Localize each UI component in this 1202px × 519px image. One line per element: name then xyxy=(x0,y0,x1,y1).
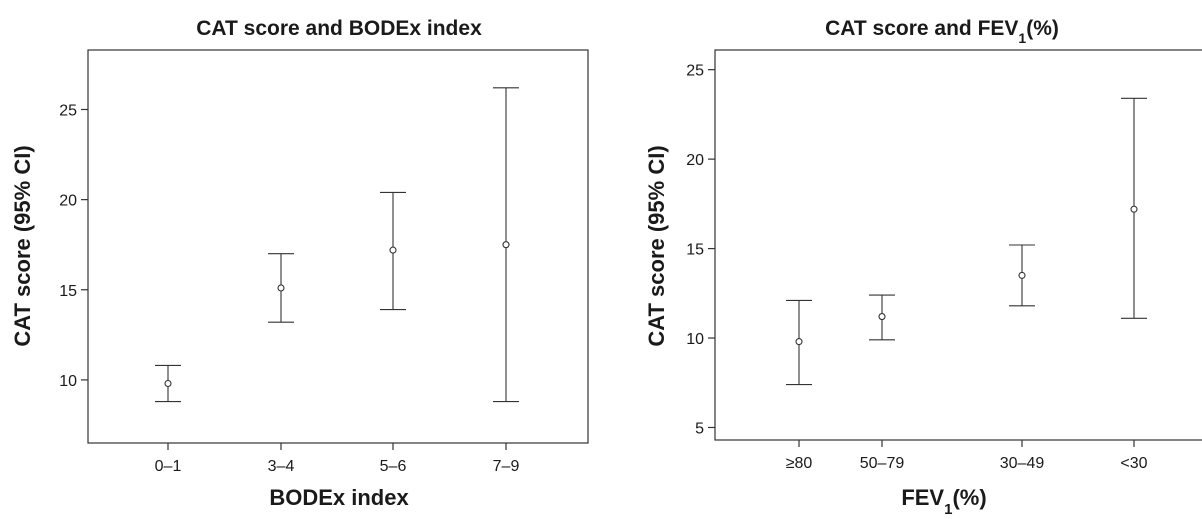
chart-title-main: CAT score and FEV xyxy=(825,17,1018,40)
mean-point xyxy=(795,338,803,346)
y-tick-label: 20 xyxy=(59,193,77,210)
tick-group: 10 15 20 25 0–1 3–4 5–6 7–9 xyxy=(59,102,519,475)
mean-point xyxy=(277,284,285,292)
y-tick-label: 20 xyxy=(686,152,704,169)
y-tick-label: 25 xyxy=(686,63,704,80)
x-tick-label: <30 xyxy=(1120,455,1147,472)
x-tick-label: 5–6 xyxy=(380,458,407,475)
mean-point xyxy=(1018,271,1026,279)
mean-point xyxy=(389,246,397,254)
chart-bodex: CAT score and BODEx index 10 15 20 25 0–1 3–4… xyxy=(10,17,589,510)
y-tick-label: 10 xyxy=(59,373,77,390)
x-tick-label: 3–4 xyxy=(268,458,295,475)
x-tick-label: 30–49 xyxy=(1000,455,1045,472)
chart-title-subscript: 1 xyxy=(1018,30,1026,46)
x-axis-label-subscript: 1 xyxy=(944,501,952,515)
chart-title-suffix: (%) xyxy=(1026,17,1059,40)
y-tick-label: 25 xyxy=(59,102,77,119)
y-axis-label: CAT score (95% CI) xyxy=(644,145,669,346)
y-axis-label: CAT score (95% CI) xyxy=(10,145,35,346)
y-tick-label: 5 xyxy=(695,420,704,437)
x-axis-label: BODEx index xyxy=(269,485,409,510)
chart-title: CAT score and BODEx index xyxy=(196,17,482,40)
x-tick-label: 50–79 xyxy=(860,455,905,472)
tick-group: 5 10 15 20 25 ≥80 50–79 30–49 <30 xyxy=(686,63,1147,472)
mean-point xyxy=(1130,205,1138,213)
x-tick-label: 7–9 xyxy=(493,458,520,475)
mark-group xyxy=(786,97,1147,386)
plot-frame xyxy=(714,49,1202,441)
plot-frame xyxy=(87,49,589,444)
x-tick-label: 0–1 xyxy=(155,458,182,475)
y-tick-label: 10 xyxy=(686,331,704,348)
chart-title: CAT score and FEV1(%) xyxy=(825,17,1059,46)
x-axis-label-suffix: (%) xyxy=(952,485,986,510)
mean-point xyxy=(502,241,510,249)
mark-group xyxy=(155,87,519,403)
y-tick-label: 15 xyxy=(686,242,704,259)
x-axis-label-main: FEV xyxy=(901,485,944,510)
mean-point xyxy=(164,379,172,388)
x-axis-label: FEV1(%) xyxy=(901,485,986,514)
y-tick-label: 15 xyxy=(59,283,77,300)
mean-point xyxy=(878,313,886,321)
x-tick-label: ≥80 xyxy=(786,455,813,472)
